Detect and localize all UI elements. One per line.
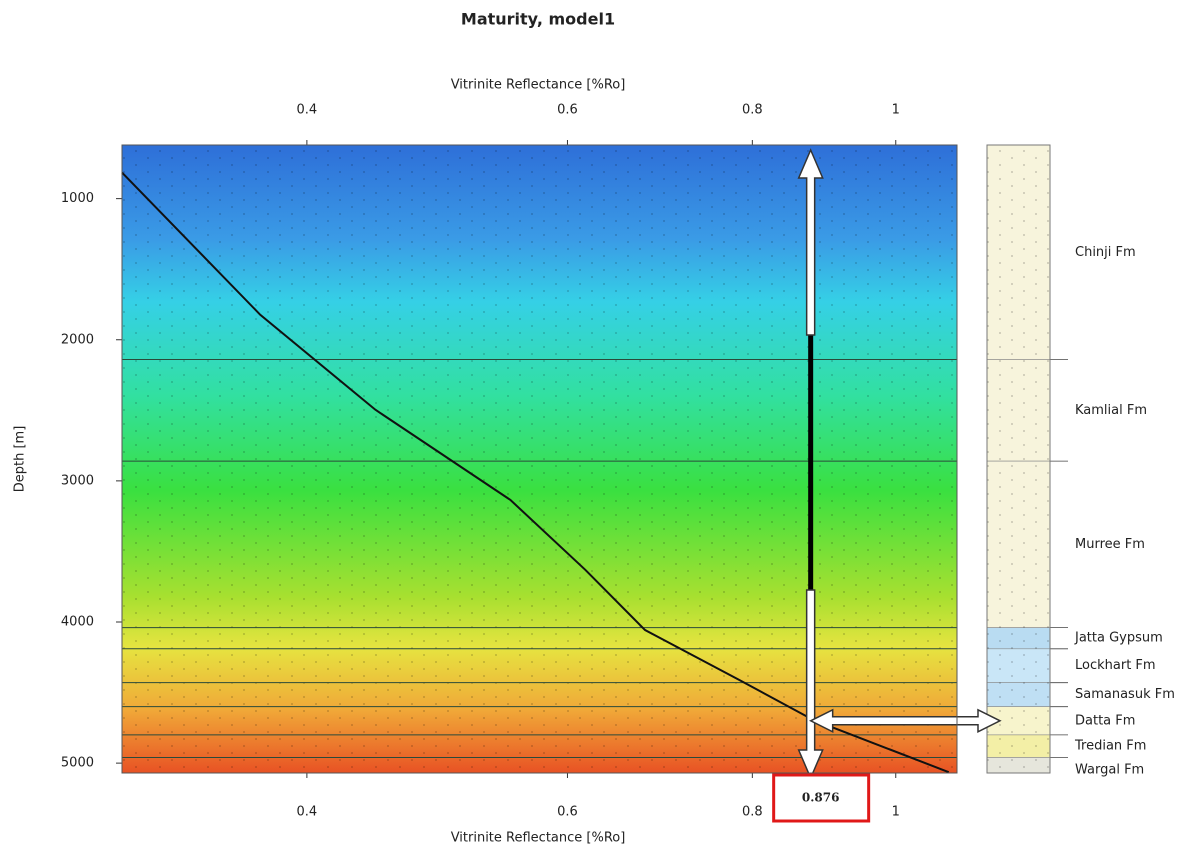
formation-label: Kamlial Fm [1075, 403, 1147, 418]
x-tick-label: 0.4 [297, 103, 318, 118]
x-tick-label: 0.4 [297, 805, 318, 820]
x-tick-label: 0.8 [742, 103, 763, 118]
y-tick-label: 4000 [61, 614, 94, 629]
formation-label: Wargal Fm [1075, 763, 1144, 778]
x-axis-title-top: Vitrinite Reflectance [%Ro] [451, 78, 626, 93]
formation-label: Chinji Fm [1075, 245, 1136, 260]
plot-texture [122, 145, 957, 773]
marker-arrow-up [797, 148, 824, 336]
marker-box [772, 773, 871, 823]
x-tick-label: 1 [892, 805, 900, 820]
formation-label: Tredian Fm [1074, 739, 1146, 754]
formation-label: Samanasuk Fm [1075, 687, 1175, 702]
marker-arrow-down [797, 589, 824, 780]
formation-label: Datta Fm [1075, 713, 1135, 728]
y-tick-label: 2000 [61, 332, 94, 347]
y-tick-label: 3000 [61, 473, 94, 488]
marker-label: 0.876 [802, 791, 840, 805]
plot-frame [121, 144, 958, 774]
formation-label: Lockhart Fm [1075, 658, 1156, 673]
maturity-curve [121, 171, 950, 774]
y-axis-title: Depth [m] [13, 426, 28, 493]
x-tick-label: 0.8 [742, 805, 763, 820]
chart-title: Maturity, model1 [461, 10, 615, 29]
y-tick-label: 1000 [61, 191, 94, 206]
formation-label: Murree Fm [1075, 537, 1145, 552]
y-tick-label: 5000 [61, 756, 94, 771]
x-tick-label: 0.6 [557, 103, 578, 118]
x-tick-label: 1 [892, 103, 900, 118]
x-tick-label: 0.6 [557, 805, 578, 820]
x-axis-title-bottom: Vitrinite Reflectance [%Ro] [451, 831, 626, 846]
marker-arrow-horizontal [808, 708, 1002, 733]
formation-label: Jatta Gypsum [1074, 631, 1163, 646]
formation-column-frame [986, 144, 1051, 774]
